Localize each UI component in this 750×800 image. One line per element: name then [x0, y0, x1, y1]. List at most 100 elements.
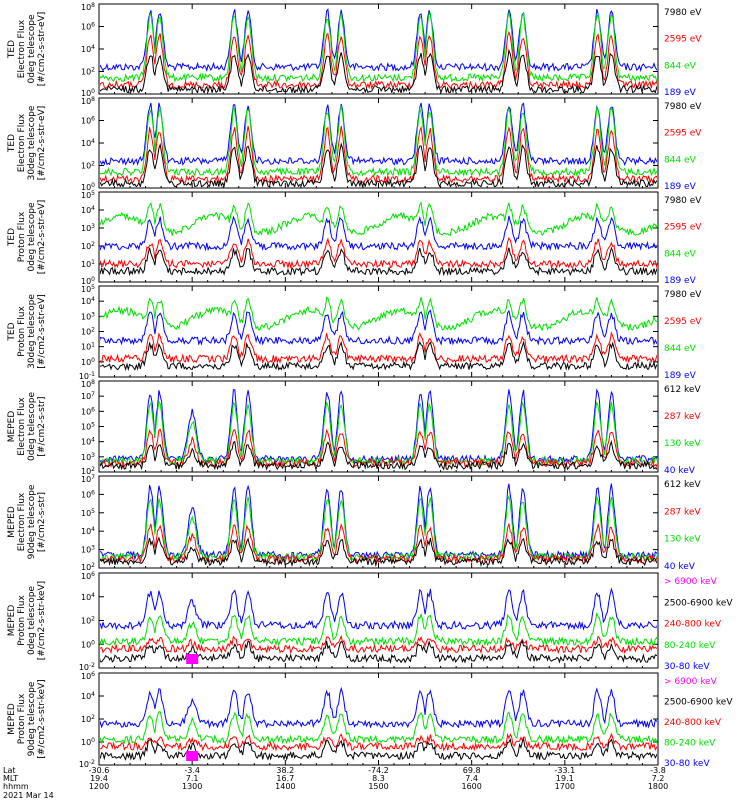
y-tick-label: 106 — [81, 571, 95, 581]
y-tick-label: 106 — [81, 116, 95, 126]
x-row-label: MLT — [3, 774, 18, 783]
panel-6: 107 106 105 104 103 102 MEPED Electron Flux 90de… — [7, 474, 701, 572]
series-line-red — [100, 522, 657, 564]
y-tick-label: 100 — [81, 737, 95, 747]
series-line-red — [100, 331, 657, 365]
series-line-black — [100, 48, 657, 93]
series-line-black — [100, 536, 657, 567]
y-tick-label: 10-1 — [79, 371, 95, 381]
legend-entry: 844 eV — [664, 155, 697, 165]
y-tick-label: 100 — [81, 88, 95, 98]
series-line-black — [100, 142, 657, 187]
y-axis-label: 0deg telescope — [27, 202, 37, 272]
y-tick-label: 105 — [81, 190, 95, 200]
legend-entry: 40 keV — [664, 562, 696, 572]
y-axis-label: MEPED — [7, 605, 17, 637]
x-axis-annotations: Lat -30.6 -3.4 38.2 -74.2 69.8 -33.1 -3.8 MLT 19.… — [3, 766, 668, 800]
panel-3: 105 104 103 102 101 100 TED Proton Flux 0deg tel… — [7, 190, 702, 286]
panel-5: 108 107 106 105 104 103 102 MEPED Electron Flux 0… — [7, 379, 701, 476]
y-axis-label: 0deg telescope — [27, 586, 37, 656]
y-tick-label: 104 — [81, 526, 95, 536]
x-tick-label: 7.4 — [465, 774, 478, 783]
legend-entry: 2500-6900 keV — [664, 598, 733, 608]
series-line-black — [100, 439, 657, 471]
legend-entry: 130 keV — [664, 439, 701, 449]
y-tick-label: 100 — [81, 357, 95, 367]
y-tick-label: 102 — [81, 327, 95, 337]
x-tick-label: -3.8 — [650, 766, 666, 775]
y-axis-label: TED — [7, 40, 17, 59]
y-tick-label: 105 — [81, 422, 95, 432]
y-axis-label: [#/cm2-s-str-eV] — [37, 294, 47, 369]
date-label: 2021 Mar 14 — [3, 791, 54, 800]
traces — [100, 587, 657, 664]
y-tick-label: 106 — [81, 671, 95, 681]
y-axis-label: 90deg telescope — [27, 484, 37, 559]
y-axis-label: MEPED — [7, 411, 17, 443]
legend-entry: 80-240 keV — [664, 739, 716, 749]
y-tick-label: 104 — [81, 44, 95, 54]
series-line-blue — [100, 215, 657, 252]
legend-entry: 240-800 keV — [664, 620, 722, 630]
y-tick-label: 102 — [81, 616, 95, 626]
y-tick-label: 104 — [81, 592, 95, 602]
panel-frame — [98, 572, 659, 669]
legend-entry: 612 keV — [664, 480, 701, 490]
y-axis-label: MEPED — [7, 703, 17, 735]
y-tick-label: 101 — [81, 259, 95, 269]
y-tick-label: 108 — [81, 2, 95, 12]
y-axis-label: 90deg telescope — [27, 681, 37, 756]
legend-entry: 40 keV — [664, 466, 696, 476]
y-axis-label: 30deg telescope — [27, 105, 37, 180]
y-tick-label: 102 — [81, 562, 95, 572]
y-tick-label: 10-2 — [79, 662, 95, 672]
x-tick-label: 7.1 — [186, 774, 199, 783]
series-line-red — [100, 732, 657, 752]
legend-entry: 7980 eV — [664, 196, 702, 206]
panel-4: 105 104 103 102 101 100 10-1 TED Proton Flux 30de… — [7, 284, 702, 381]
traces — [100, 483, 657, 567]
series-line-blue — [100, 309, 657, 346]
series-line-magenta — [186, 751, 199, 761]
y-tick-label: 102 — [81, 466, 95, 476]
legend-entry: 612 keV — [664, 385, 701, 395]
series-line-black — [100, 246, 657, 277]
y-tick-label: 105 — [81, 284, 95, 294]
legend-entry: > 6900 keV — [664, 677, 718, 687]
series-line-green — [100, 11, 657, 83]
traces — [100, 296, 657, 372]
series-line-red — [100, 236, 657, 270]
y-tick-label: 104 — [81, 437, 95, 447]
series-line-blue — [100, 587, 657, 631]
x-tick-label: 69.8 — [463, 766, 481, 775]
y-axis-label: TED — [7, 134, 17, 153]
y-axis-label: TED — [7, 322, 17, 341]
legend-entry: 2595 eV — [664, 317, 702, 327]
series-line-blue — [100, 686, 657, 730]
x-row-label: hhmm — [3, 782, 29, 791]
panel-8: 106 104 102 100 10-2 MEPED Proton Flux 90deg te… — [7, 671, 733, 769]
y-tick-label: 106 — [81, 406, 95, 416]
legend-entry: 2595 eV — [664, 129, 702, 139]
traces — [100, 388, 657, 471]
legend-entry: 2500-6900 keV — [664, 698, 733, 708]
series-line-green — [100, 711, 657, 745]
legend-entry: > 6900 keV — [664, 577, 718, 587]
series-line-green — [100, 612, 657, 648]
x-tick-label: 1200 — [89, 782, 109, 791]
y-tick-label: 107 — [81, 474, 95, 484]
legend-entry: 30-80 keV — [664, 662, 710, 672]
series-line-green — [100, 105, 657, 178]
panel-2: 108 106 104 102 100 TED Electron Flux 30deg tel… — [7, 96, 702, 192]
y-tick-label: 102 — [81, 714, 95, 724]
series-line-green — [100, 201, 657, 236]
y-tick-label: 108 — [81, 379, 95, 389]
y-axis-label: Electron Flux — [17, 19, 27, 78]
y-axis-label: Proton Flux — [17, 306, 27, 357]
legend-entry: 844 eV — [664, 249, 697, 259]
panel-7: 106 104 102 100 10-2 MEPED Proton Flux 0deg tel… — [7, 571, 733, 672]
legend-entry: 30-80 keV — [664, 759, 710, 769]
series-line-blue — [100, 8, 657, 73]
traces — [100, 686, 657, 762]
y-axis-label: 30deg telescope — [27, 294, 37, 369]
